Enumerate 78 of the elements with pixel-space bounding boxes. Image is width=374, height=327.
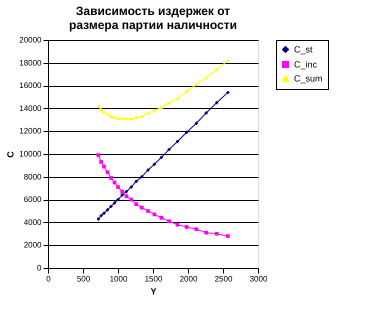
point [129, 198, 134, 202]
point [116, 117, 120, 120]
y-tick-label: 0 [37, 264, 42, 272]
x-tick-label: 3000 [250, 274, 268, 284]
y-tick-label: 4000 [24, 218, 42, 227]
point [109, 176, 113, 180]
chart-title: Зависимость издержек от размера партии наличности [69, 4, 237, 32]
point [152, 162, 156, 166]
point [96, 153, 100, 158]
y-tick-label: 2000 [24, 240, 42, 250]
x-axis-title: Y [150, 286, 157, 296]
point [167, 101, 171, 104]
point [134, 116, 138, 120]
x-tick-label: 2500 [214, 274, 233, 284]
y-axis-title: C [5, 150, 16, 158]
x-tick-label: 1000 [110, 274, 128, 284]
point [102, 110, 106, 114]
point [214, 68, 219, 72]
line-series [96, 90, 230, 221]
point [146, 111, 150, 115]
y-tick-label: 8000 [24, 172, 42, 182]
point [102, 164, 106, 168]
point [160, 156, 164, 160]
point [106, 208, 110, 212]
point [140, 114, 144, 118]
point [120, 193, 124, 197]
point [194, 227, 198, 232]
point [140, 206, 144, 210]
point [124, 190, 128, 194]
point [129, 117, 134, 120]
point [124, 117, 128, 120]
point [99, 108, 104, 112]
y-tick-label: 10000 [19, 150, 42, 158]
point [194, 121, 198, 126]
point [106, 170, 110, 174]
point [226, 58, 230, 62]
y-tick-label: 14000 [19, 104, 42, 113]
point [160, 216, 164, 220]
point [146, 168, 150, 172]
point [146, 209, 150, 213]
x-tick-label: 1500 [144, 274, 163, 284]
point [160, 106, 164, 109]
point [112, 180, 116, 184]
legend-label: C_sum [294, 74, 323, 84]
point [99, 160, 104, 164]
legend-label: C_inc [294, 60, 318, 70]
point [204, 111, 208, 115]
x-tick-label: 2000 [180, 274, 198, 284]
point [152, 109, 156, 112]
point [102, 211, 106, 216]
point [152, 212, 156, 216]
point [129, 185, 134, 189]
point [99, 214, 104, 218]
point [176, 222, 180, 227]
point [167, 148, 171, 152]
point [226, 90, 230, 94]
point [124, 194, 128, 198]
point [109, 114, 113, 118]
y-tick-label: 18000 [19, 58, 42, 68]
point [120, 117, 124, 120]
point [184, 130, 188, 134]
point [134, 179, 138, 184]
y-tick-label: 16000 [19, 81, 42, 90]
y-tick-label: 6000 [24, 195, 42, 204]
y-tick-label: 12000 [19, 126, 42, 136]
point [184, 225, 188, 229]
point [184, 90, 188, 93]
legend-label: C_st [294, 44, 314, 54]
x-tick-label: 0 [46, 274, 52, 284]
point [112, 116, 116, 120]
point [226, 234, 230, 238]
point [176, 96, 180, 100]
point [167, 219, 171, 224]
point [194, 82, 198, 86]
point [120, 190, 124, 194]
y-tick-label: 20000 [19, 36, 42, 44]
point [116, 185, 120, 189]
x-tick-label: 500 [76, 274, 91, 284]
